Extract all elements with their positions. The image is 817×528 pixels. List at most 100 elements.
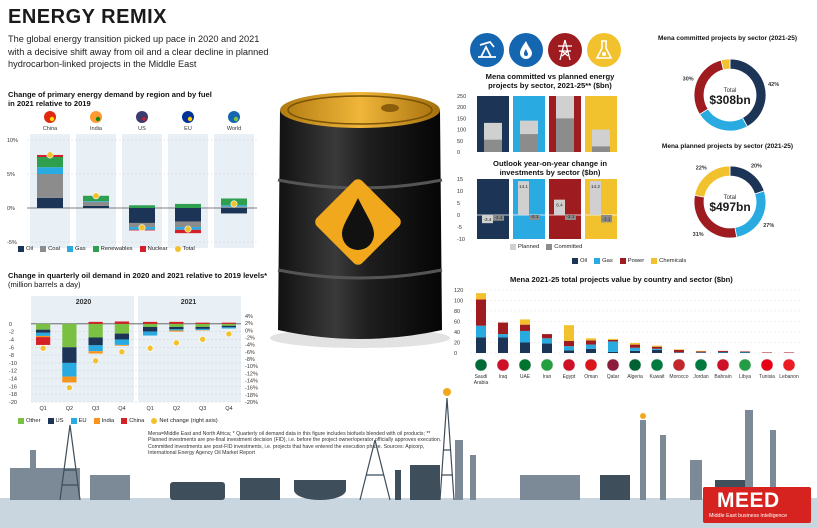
- bar-coal-eu: [175, 221, 201, 228]
- legend-item-nuclear: Nuclear: [139, 246, 168, 252]
- bar-india-5: [169, 330, 184, 332]
- chart-committed-planned-title: Mena committed vs planned energy project…: [485, 72, 615, 90]
- bar-india-3: [114, 344, 129, 346]
- bar-india-1: [62, 376, 77, 383]
- flag-icon-detail: [233, 116, 239, 122]
- quarter-label: Q3: [199, 406, 206, 412]
- flag-icon-detail: [95, 116, 101, 122]
- right-tick-label: -2%: [245, 336, 255, 342]
- country-label: Morocco: [669, 374, 688, 380]
- bar-power-libya: [740, 351, 750, 352]
- bar-chemicals-jordan: [696, 350, 706, 352]
- bar-china-3: [114, 321, 129, 324]
- bar-power-iraq: [498, 322, 508, 335]
- right-tick-label: 2%: [245, 321, 253, 327]
- donut-total-value: $308bn: [709, 93, 750, 107]
- bar-oil-bahrain: [718, 352, 728, 353]
- country-label: UAE: [520, 374, 531, 380]
- donut-total-label: Total: [724, 195, 737, 201]
- value-label: -3.1: [603, 216, 611, 221]
- bar-chemicals-qatar: [608, 338, 618, 340]
- bar-coal-india: [83, 201, 109, 206]
- legend-sectors: Oil Gas Power Chemicals: [572, 258, 686, 264]
- donut-total-value: $497bn: [709, 200, 750, 214]
- bar-us-0: [36, 329, 51, 333]
- bar-us-1: [62, 347, 77, 363]
- country-label: Libya: [739, 374, 751, 380]
- y-tick-label: 60: [454, 320, 460, 326]
- sector-bg-oil: [477, 179, 509, 239]
- bar-gas-iraq: [498, 334, 508, 338]
- bar-gas-kuwait: [652, 348, 662, 350]
- bar-other-3: [114, 323, 129, 334]
- bar-us-2: [88, 337, 103, 346]
- bar-chemicals-saudi-arabia: [476, 293, 486, 300]
- bar-power-uae: [520, 324, 530, 331]
- y-tick-label: 250: [457, 94, 466, 100]
- bar-oil-kuwait: [652, 349, 662, 353]
- flag-icon-lebanon: [782, 358, 796, 372]
- bar-power-algeria: [630, 344, 640, 348]
- bar-eu-6: [195, 328, 210, 331]
- bar-india-2: [88, 351, 103, 354]
- right-tick-label: -6%: [245, 350, 255, 356]
- flag-icon-iraq: [496, 358, 510, 372]
- bar-committed-gas: [529, 215, 540, 221]
- bar-us-5: [169, 326, 184, 330]
- bar-power-qatar: [608, 339, 618, 342]
- oil-pump-icon: [470, 33, 504, 67]
- country-label: Oman: [584, 374, 598, 380]
- bar-gas-oman: [586, 344, 596, 349]
- left-tick-label: -8: [9, 353, 14, 359]
- bar-committed-gas: [520, 134, 538, 152]
- y-tick-label: 200: [457, 105, 466, 111]
- right-tick-label: 4%: [245, 314, 253, 320]
- flag-icon-qatar: [606, 358, 620, 372]
- left-tick-label: -2: [9, 330, 14, 336]
- legend-item-oil: Oil: [18, 246, 33, 252]
- category-label: World: [227, 126, 241, 132]
- donut-planned-title: Mena planned projects by sector (2021-25…: [661, 143, 794, 150]
- flag-icon-bahrain: [716, 358, 730, 372]
- legend-item-eu: EU: [70, 418, 87, 424]
- total-marker-eu: [184, 225, 192, 233]
- bar-us-7: [221, 325, 236, 328]
- bar-power-kuwait: [652, 346, 662, 349]
- bar-gas-india: [83, 201, 109, 202]
- bar-china-0: [36, 337, 51, 345]
- net-change-marker: [66, 384, 73, 391]
- oil-barrel-illustration: [270, 92, 450, 348]
- chart-energy-demand: China India US EU World 10% 5% 0% -5%: [7, 111, 257, 248]
- country-label: Qatar: [607, 374, 620, 380]
- donut-committed-title: Mena committed projects by sector (2021-…: [657, 35, 798, 42]
- left-tick-label: -18: [9, 392, 17, 398]
- column-bg: [214, 134, 254, 248]
- value-label: -2.1: [567, 214, 575, 219]
- bar-power-jordan: [696, 351, 706, 353]
- chart-energy-demand-title: Change of primary energy demand by regio…: [8, 90, 212, 108]
- value-label: 6.4: [556, 203, 563, 208]
- bar-oil-eu: [175, 208, 201, 222]
- bar-power-lebanon: [784, 352, 794, 353]
- bar-oil-iraq: [498, 337, 508, 353]
- chart-quarterly-oil: 2020 2021 0 -2-4 -6 -8 -10 -12 -14-16 -18 -20 4%2%0…: [9, 296, 258, 412]
- bar-renewables-eu: [175, 203, 201, 208]
- group-bg-2021: [138, 296, 241, 402]
- bar-gas-qatar: [608, 341, 618, 352]
- legend-item-total: Total: [174, 246, 195, 252]
- brand-tagline: Middle East business intelligence: [709, 513, 788, 519]
- flag-icon-detail: [141, 116, 147, 122]
- meed-logo: MEED Middle East business intelligence: [703, 487, 811, 523]
- bar-committed-power: [556, 118, 574, 152]
- legend-item-committed: Committed: [546, 244, 582, 250]
- legend-outlook: Planned Committed: [510, 244, 582, 250]
- country-label: Kuwait: [649, 374, 665, 380]
- bar-renewables-china: [37, 157, 63, 168]
- flag-icon-china: [44, 111, 56, 123]
- column-bg: [76, 134, 116, 248]
- legend-energy-demand: Oil Coal Gas Renewables Nuclear Total: [18, 246, 195, 252]
- bar-oil-china: [37, 197, 63, 208]
- y-tick-label: 80: [454, 309, 460, 315]
- value-label: 14.2: [591, 184, 600, 189]
